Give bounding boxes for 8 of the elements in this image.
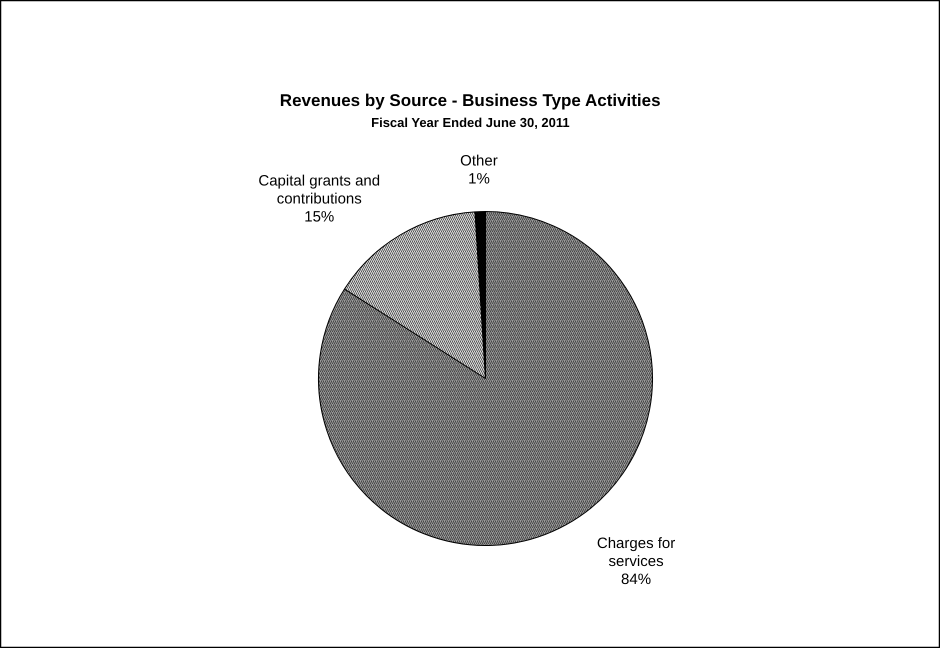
chart-subtitle: Fiscal Year Ended June 30, 2011 <box>371 115 570 130</box>
slice-label: Capital grants and contributions <box>258 172 380 208</box>
chart-title: Revenues by Source - Business Type Activities <box>280 91 661 110</box>
data-label: 84% <box>621 570 652 588</box>
slice-label: Charges for services <box>596 534 676 570</box>
data-label: 1% <box>468 170 490 188</box>
data-label: 15% <box>304 208 334 226</box>
slice-label: Other <box>460 152 498 170</box>
